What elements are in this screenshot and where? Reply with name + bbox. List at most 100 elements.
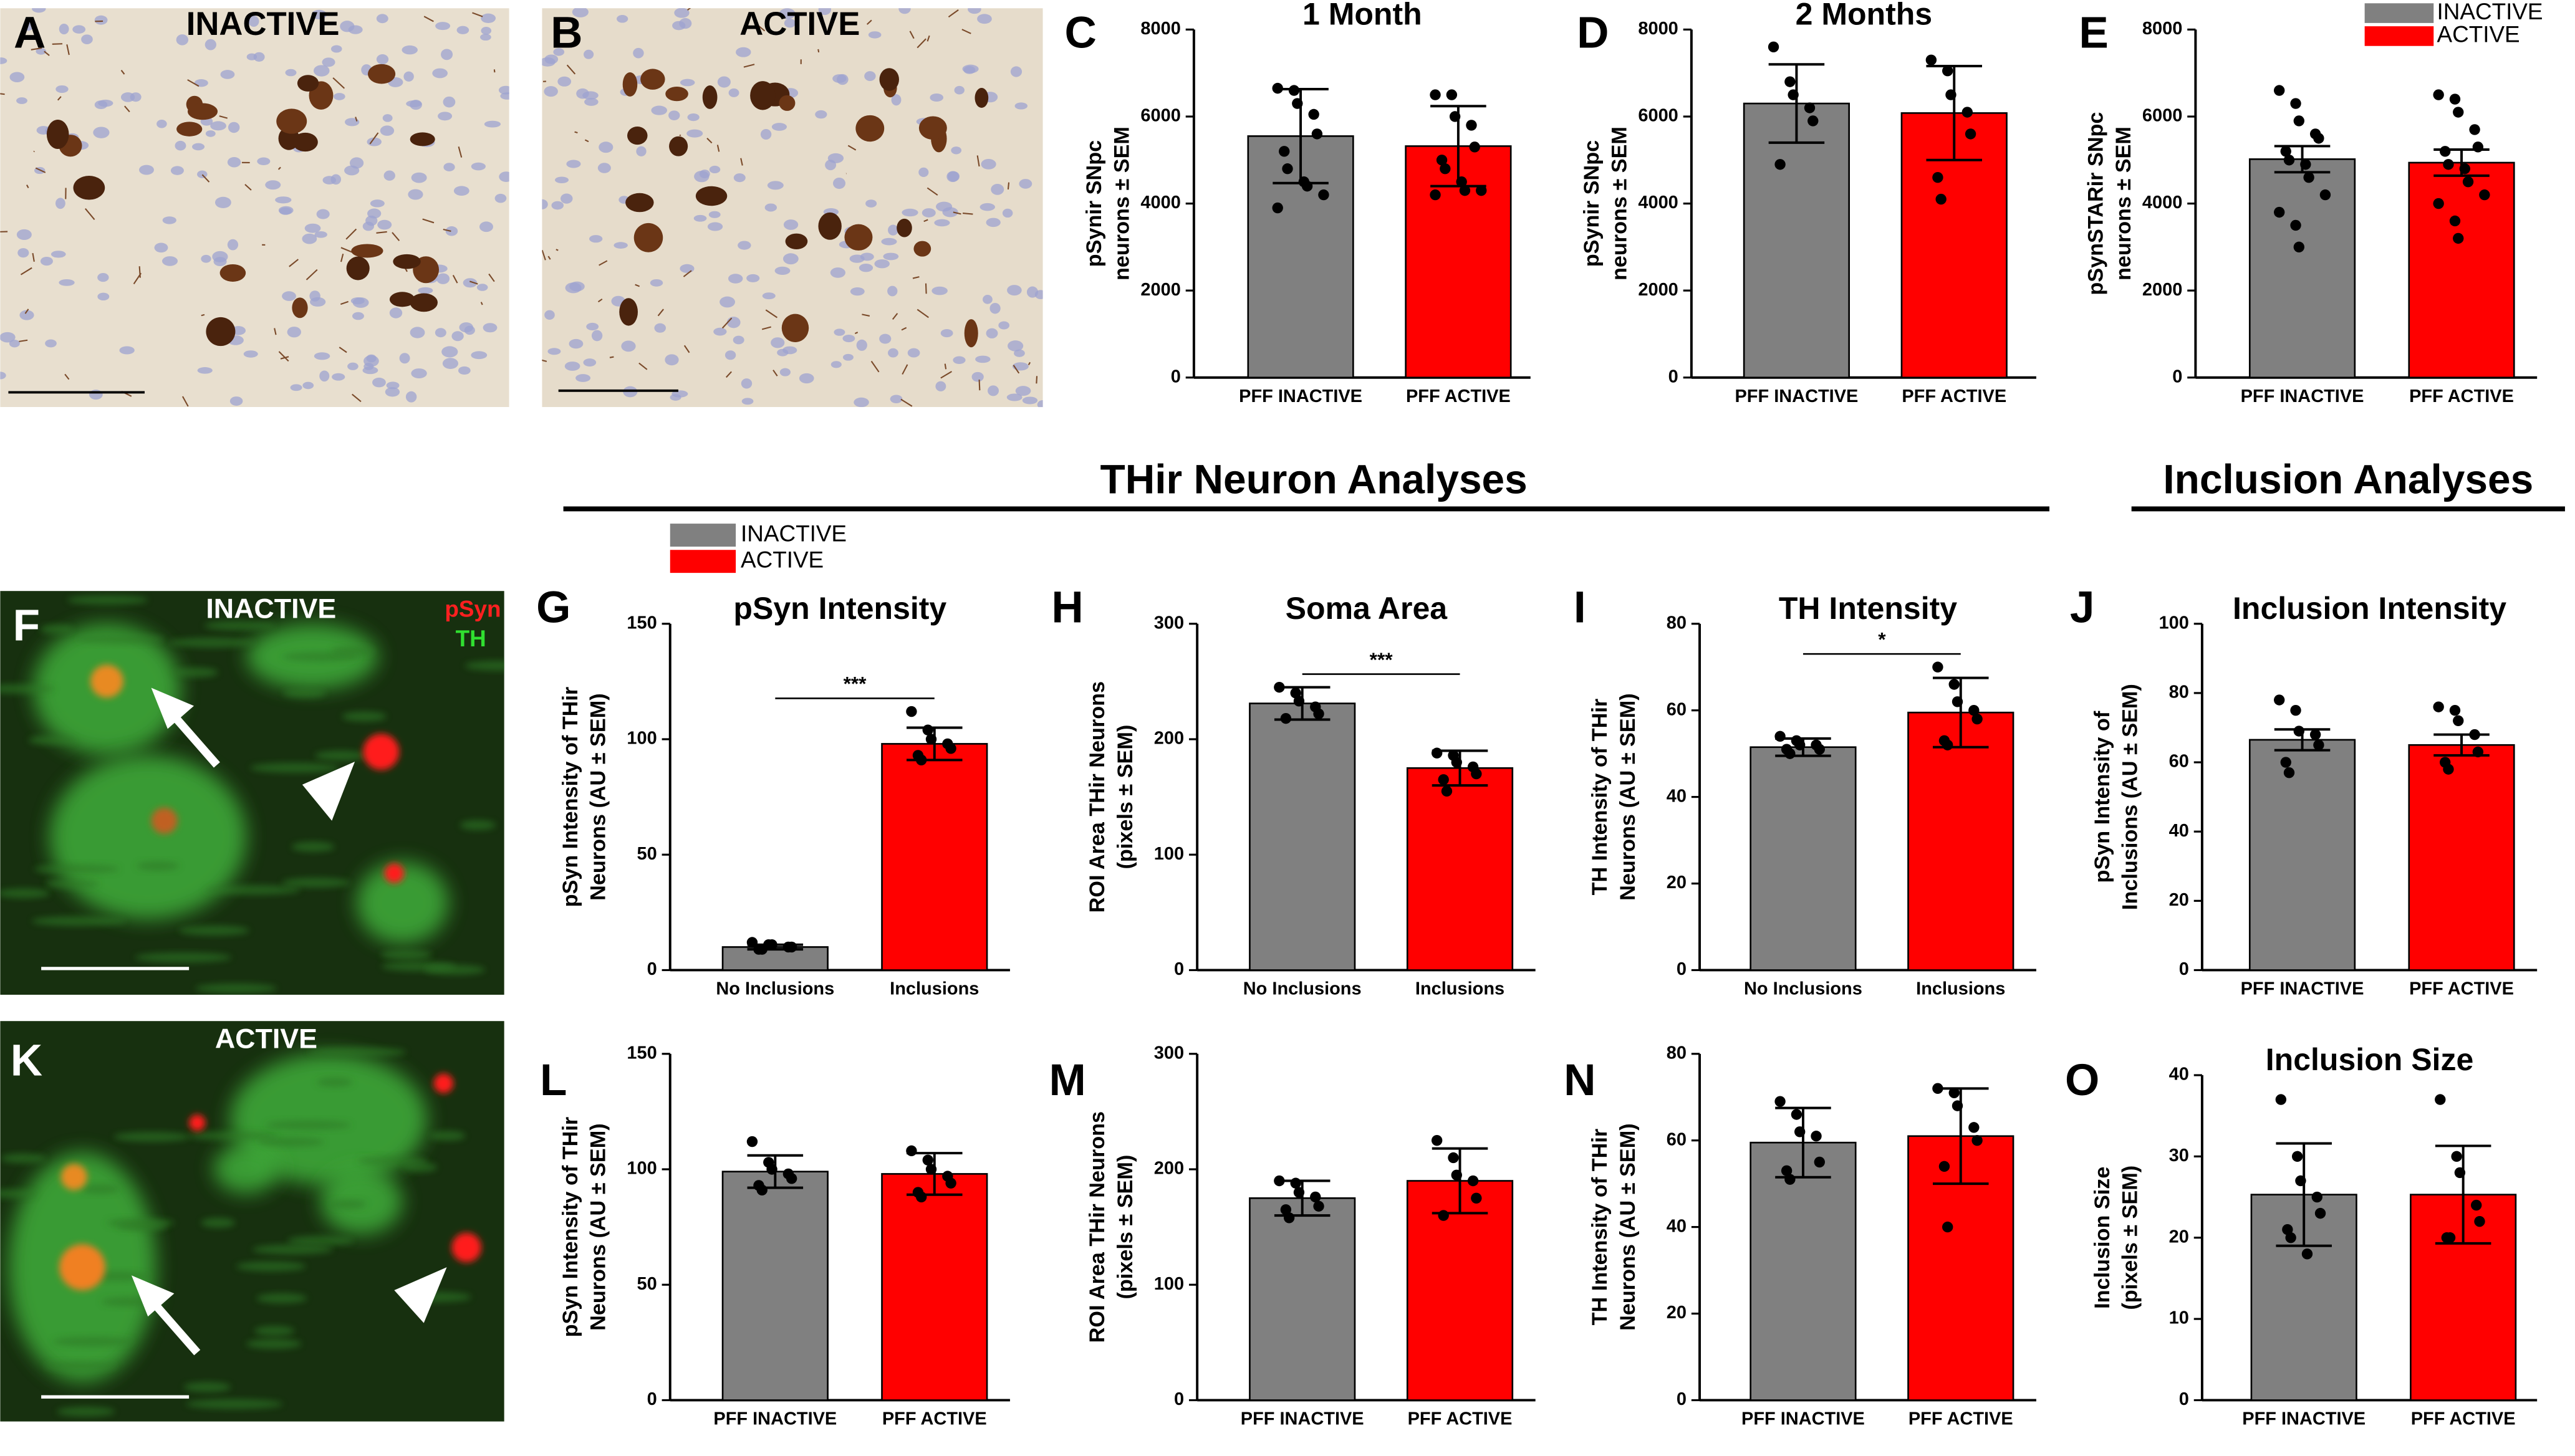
nucleus xyxy=(220,70,235,79)
fiber xyxy=(706,137,713,144)
nucleus xyxy=(542,57,556,67)
nucleus xyxy=(981,159,996,170)
legend-label: INACTIVE xyxy=(741,520,847,546)
legend-swatch xyxy=(670,524,736,547)
fiber xyxy=(962,213,973,215)
process xyxy=(45,878,100,889)
process xyxy=(117,1221,167,1232)
process xyxy=(282,878,350,888)
nucleus xyxy=(405,391,417,403)
stained-cell xyxy=(292,297,308,318)
fiber xyxy=(599,260,608,266)
data-point xyxy=(2462,176,2474,188)
nucleus xyxy=(253,52,265,62)
y-axis-label: ROI Area THir Neurons xyxy=(1085,681,1109,912)
nucleus xyxy=(481,13,496,23)
nucleus xyxy=(935,381,946,391)
panel-letter: D xyxy=(1577,9,1609,58)
nucleus xyxy=(584,98,599,106)
nucleus xyxy=(746,274,760,282)
stained-cell xyxy=(627,127,648,145)
nucleus xyxy=(340,21,355,32)
data-point xyxy=(2285,1232,2296,1243)
nucleus xyxy=(738,241,751,250)
nucleus xyxy=(309,290,320,302)
panel-letter: L xyxy=(540,1056,567,1105)
fiber xyxy=(756,24,766,32)
nucleus xyxy=(888,224,898,236)
y-tick-label: 60 xyxy=(1667,1129,1687,1149)
nucleus xyxy=(97,292,110,301)
x-tick-label: PFF ACTIVE xyxy=(2411,1409,2516,1429)
fiber xyxy=(847,145,857,151)
y-tick-label: 300 xyxy=(1154,1043,1184,1063)
nucleus xyxy=(411,368,427,378)
x-tick-label: Inclusions xyxy=(1415,979,1504,999)
nucleus xyxy=(818,8,832,16)
fiber xyxy=(638,362,648,370)
nucleus xyxy=(724,350,736,360)
fiber xyxy=(355,117,358,122)
y-tick-label: 40 xyxy=(2169,821,2189,841)
stained-cell xyxy=(695,186,728,206)
fiber xyxy=(244,184,252,191)
nucleus xyxy=(762,292,776,300)
y-tick-label: 4000 xyxy=(2142,193,2182,213)
nucleus xyxy=(36,48,47,55)
nucleus xyxy=(1019,179,1032,189)
y-tick-label: 4000 xyxy=(1140,193,1180,213)
y-tick-label: 0 xyxy=(1677,1389,1687,1409)
chart-title: 2 Months xyxy=(1796,0,1933,32)
fiber xyxy=(765,309,778,318)
nucleus xyxy=(285,69,297,77)
data-point xyxy=(2280,146,2291,157)
nucleus xyxy=(614,242,628,249)
nucleus xyxy=(332,373,345,381)
data-point xyxy=(1467,1175,1479,1187)
y-tick-label: 300 xyxy=(1154,613,1184,633)
legend-swatch xyxy=(670,550,736,573)
nucleus xyxy=(834,328,845,336)
y-tick-label: 6000 xyxy=(1638,106,1678,126)
data-point xyxy=(1440,163,1451,175)
error-bar xyxy=(907,726,963,762)
process xyxy=(113,1132,191,1142)
nucleus xyxy=(951,146,962,155)
data-point xyxy=(1430,189,1441,201)
y-tick-label: 20 xyxy=(1667,873,1687,893)
fiber xyxy=(44,50,50,56)
nucleus xyxy=(257,157,271,166)
nucleus xyxy=(679,18,692,29)
process xyxy=(188,1131,278,1141)
data-point xyxy=(1441,785,1453,797)
data-point xyxy=(1438,1210,1449,1221)
fiber xyxy=(761,326,771,330)
y-tick-label: 40 xyxy=(2169,1065,2189,1085)
data-point xyxy=(1310,1191,1321,1203)
data-point xyxy=(2449,93,2461,105)
process xyxy=(308,1047,407,1057)
nucleus xyxy=(741,378,753,389)
nucleus xyxy=(591,330,603,342)
y-tick-label: 150 xyxy=(627,613,657,633)
nucleus xyxy=(290,384,302,391)
y-tick-label: 80 xyxy=(1667,1043,1687,1063)
bar xyxy=(1406,767,1514,971)
nucleus xyxy=(542,199,548,209)
nucleus xyxy=(55,198,65,209)
process xyxy=(314,750,367,761)
y-tick-label: 0 xyxy=(1668,366,1678,386)
fiber xyxy=(392,232,400,241)
fiber xyxy=(472,12,483,17)
x-tick-label: PFF INACTIVE xyxy=(2241,979,2364,999)
fiber xyxy=(423,16,434,22)
nucleus xyxy=(668,110,680,121)
nucleus xyxy=(953,356,966,365)
nucleus xyxy=(1010,66,1023,77)
chart-title: TH Intensity xyxy=(1779,591,1957,626)
nucleus xyxy=(670,394,681,401)
nucleus xyxy=(192,143,205,151)
data-point xyxy=(2280,757,2291,768)
